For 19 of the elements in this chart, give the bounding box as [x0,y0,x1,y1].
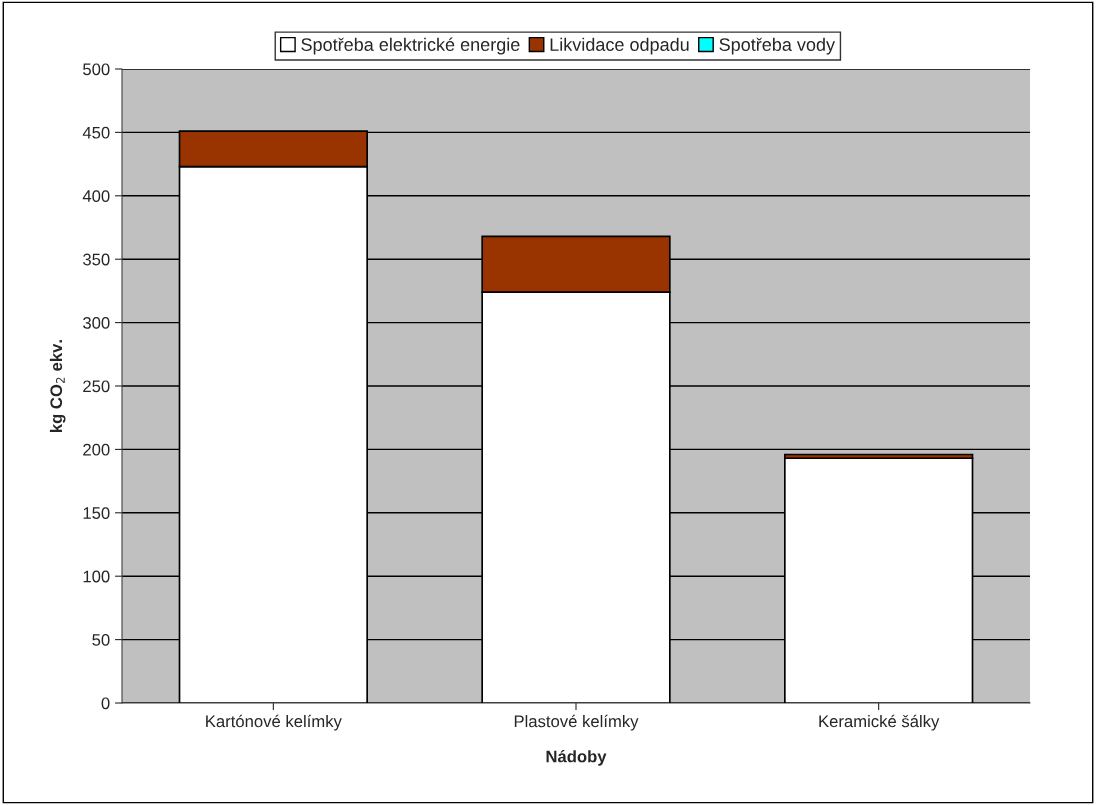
y-tick-label: 250 [83,380,110,393]
y-axis-title: kg CO$_{2}$ ekv. [49,340,66,432]
legend-label: Likvidace odpadu [550,37,689,55]
y-tick-label: 50 [92,634,110,646]
y-tick-label: 450 [82,126,110,139]
legend-label: Spotřeba vody [719,37,836,55]
y-tick-label: 500 [83,63,110,76]
y-tick-label: 150 [83,507,110,519]
y-tick-label: 100 [83,570,110,583]
x-tick-label: Kartónové kelímky [206,714,342,731]
y-tick-label: 400 [82,190,110,202]
x-tick-label: Plastové kelímky [514,714,639,731]
x-tick-label: Keramické šálky [819,714,940,731]
legend-label: Spotřeba elektrické energie [301,37,520,55]
y-tick-label: 300 [83,317,110,329]
y-tick-label: 0 [101,697,110,710]
x-axis-title: Nádoby [546,749,607,766]
y-tick-label: 200 [83,443,110,456]
y-tick-label: 350 [83,253,110,266]
